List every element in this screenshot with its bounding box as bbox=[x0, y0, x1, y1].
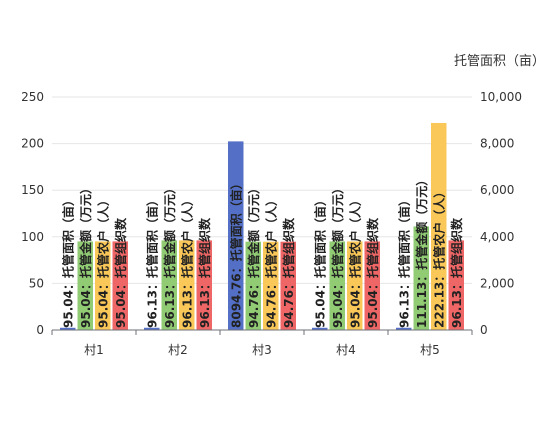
bar bbox=[161, 240, 177, 330]
bar bbox=[60, 327, 76, 330]
bar-value-label: 94.76：托管农户（人） bbox=[263, 194, 278, 328]
x-category-label: 村3 bbox=[252, 343, 272, 357]
bar-value-label: 95.04：托管金额（万元） bbox=[330, 182, 345, 328]
y-right-tick-label: 4,000 bbox=[480, 230, 514, 244]
bar bbox=[95, 241, 111, 330]
x-category-label: 村2 bbox=[168, 343, 188, 357]
bar-value-label: 95.04：托管金额（万元） bbox=[78, 182, 93, 328]
bar-value-label: 96.13：托管组织数 bbox=[197, 217, 212, 328]
bars bbox=[60, 122, 464, 330]
bar-value-label: 95.04：托管农户（人） bbox=[347, 194, 362, 328]
bar-value-label: 94.76：托管金额（万元） bbox=[246, 182, 261, 328]
bar-value-label: 95.04：托管面积（亩） bbox=[60, 194, 75, 328]
bar bbox=[396, 327, 412, 330]
bar bbox=[347, 241, 363, 330]
bar bbox=[448, 240, 464, 330]
bar-value-label: 95.04：托管组织数 bbox=[365, 217, 380, 328]
y-left-tick-label: 50 bbox=[29, 276, 44, 290]
x-category-label: 村1 bbox=[84, 343, 104, 357]
bar-value-label: 96.13：托管农户（人） bbox=[179, 194, 194, 328]
data-labels: 95.04：托管面积（亩） 96.13：托管面积（亩） 8094.76：托管面积（亩… bbox=[60, 174, 464, 328]
bar-value-label: 96.13：托管面积（亩） bbox=[144, 194, 159, 328]
bar-value-label: 96.13：托管组织数 bbox=[449, 217, 464, 328]
y-right-tick-label: 8,000 bbox=[480, 137, 514, 151]
y-left-tick-label: 200 bbox=[21, 137, 44, 151]
y-left-tick-label: 250 bbox=[21, 90, 44, 104]
bar-value-label: 95.04：托管组织数 bbox=[113, 217, 128, 328]
bar-value-label: 96.13：托管面积（亩） bbox=[396, 194, 411, 328]
grid-lines bbox=[52, 96, 472, 284]
bar-value-label: 94.76：托管组织数 bbox=[281, 217, 296, 328]
bar bbox=[144, 327, 160, 330]
y-right-tick-label: 0 bbox=[480, 323, 488, 337]
bar bbox=[280, 241, 296, 330]
y-right-tick-label: 2,000 bbox=[480, 276, 514, 290]
bar bbox=[312, 327, 328, 330]
y-right-tick-label: 10,000 bbox=[480, 90, 522, 104]
right-axis-title: 托管面积（亩） bbox=[454, 53, 545, 69]
bar bbox=[228, 141, 244, 330]
x-category-label: 村5 bbox=[420, 343, 440, 357]
bar bbox=[77, 241, 93, 330]
bar bbox=[245, 241, 261, 330]
bar-value-label: 8094.76：托管面积（亩） bbox=[228, 177, 243, 328]
bar-value-label: 222.13：托管农户（人） bbox=[431, 186, 446, 328]
bar bbox=[329, 241, 345, 330]
bar bbox=[431, 122, 447, 330]
bar-value-label: 111.13：托管金额（万元） bbox=[414, 174, 429, 328]
y-right-tick-label: 6,000 bbox=[480, 183, 514, 197]
bar-value-label: 95.04：托管面积（亩） bbox=[312, 194, 327, 328]
bar bbox=[196, 240, 212, 330]
bar bbox=[179, 240, 195, 330]
y-left-tick-label: 0 bbox=[36, 323, 44, 337]
bar bbox=[263, 241, 279, 330]
bar bbox=[413, 226, 429, 330]
bar bbox=[112, 241, 128, 330]
y-left-tick-label: 150 bbox=[21, 183, 44, 197]
bar-value-label: 95.04：托管农户（人） bbox=[95, 194, 110, 328]
bar-value-label: 96.13：托管金额（万元） bbox=[162, 182, 177, 328]
bar bbox=[364, 241, 380, 330]
x-category-label: 村4 bbox=[336, 343, 356, 357]
y-left-tick-label: 100 bbox=[21, 230, 44, 244]
axes: 0 50 100 150 200 250 0 2,000 4,000 6,000 8,000 10,0… bbox=[21, 90, 522, 357]
